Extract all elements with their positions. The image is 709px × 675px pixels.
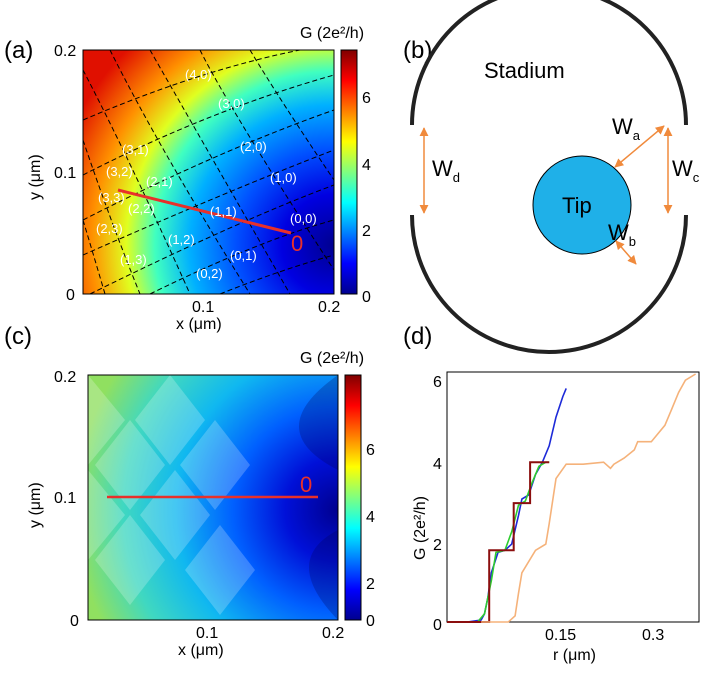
mode-label: (2,2)	[128, 201, 155, 216]
panel-c-label: (c)	[4, 323, 32, 350]
panel-a-xtick-1: 0.1	[192, 299, 214, 316]
panel-c-ytick-3: 0	[70, 613, 79, 630]
panel-a-ytick-2: 0.1	[54, 165, 76, 182]
panel-a-cbar-title: G (2e²/h)	[300, 25, 364, 42]
mode-label: (3,0)	[218, 96, 245, 111]
mode-label: (1,0)	[270, 170, 297, 185]
mode-label: (0,2)	[196, 266, 223, 281]
panel-c-xtick-1: 0.1	[196, 625, 218, 642]
panel-a-ylabel: y (μm)	[27, 154, 44, 200]
panel-d-xtick-1: 0.15	[545, 627, 576, 644]
panel-c: (c) 0 0.2 0.1 0 0.1 0.2 x (μm) y (μm) G …	[4, 323, 375, 659]
mode-label: (3,3)	[98, 190, 125, 205]
panel-c-ytick-1: 0.2	[54, 369, 76, 386]
panel-a-frame	[82, 49, 335, 295]
panel-c-xtick-2: 0.2	[322, 625, 344, 642]
panel-d-ytick-4: 4	[433, 456, 442, 473]
curve-green	[447, 461, 550, 623]
panel-b: (b) Stadium Tip Wd Wc Wa Wb	[403, 0, 700, 354]
panel-c-diamond-pattern	[88, 375, 255, 615]
panel-a-mode-labels: (4,0) (3,0) (2,0) (1,0) (0,0) (3,1) (3,2) (2,1)…	[96, 67, 317, 281]
panel-d-xlabel: r (μm)	[553, 647, 596, 664]
panel-a-ytick-3: 0	[66, 287, 75, 304]
panel-a-xtick-2: 0.2	[318, 299, 340, 316]
panel-a-cbar-tick-0: 0	[362, 289, 371, 306]
panel-a-label: (a)	[4, 37, 33, 64]
panel-c-cbar-tick-6: 6	[366, 442, 375, 459]
tip-circle	[532, 155, 632, 255]
panel-c-ytick-2: 0.1	[54, 490, 76, 507]
mode-label: (2,3)	[96, 221, 123, 236]
wc-label: Wc	[672, 156, 700, 185]
tip-label: Tip	[562, 193, 592, 218]
curve-darkred	[447, 461, 550, 623]
panel-c-cbar-tick-4: 4	[366, 509, 375, 526]
panel-a-mode-grid	[83, 50, 334, 294]
panel-d-ylabel: G (2e²/h)	[412, 496, 429, 560]
panel-d-ytick-2: 2	[433, 537, 442, 554]
panel-c-cbar-tick-0: 0	[366, 613, 375, 630]
mode-label: (0,0)	[290, 211, 317, 226]
wb-arrow	[615, 240, 637, 265]
mode-label: (3,2)	[106, 164, 133, 179]
wb-label: Wb	[608, 220, 636, 249]
wa-label: Wa	[612, 114, 641, 143]
panel-a-zero-label: 0	[291, 231, 303, 256]
mode-label: (1,3)	[120, 252, 147, 267]
mode-label: (2,0)	[240, 139, 267, 154]
mode-label: (1,1)	[210, 204, 237, 219]
mode-label: (1,2)	[168, 232, 195, 247]
wd-label: Wd	[432, 156, 460, 185]
curve-blue	[447, 388, 567, 623]
panel-c-ylabel: y (μm)	[27, 482, 44, 528]
panel-a-colorbar	[340, 49, 358, 295]
panel-d-xtick-2: 0.3	[642, 627, 664, 644]
panel-c-frame	[87, 374, 339, 621]
wa-arrow	[614, 125, 665, 168]
mode-label: (2,1)	[146, 174, 173, 189]
panel-d-curves	[447, 373, 697, 623]
panel-d-label: (d)	[403, 323, 432, 350]
panel-a-cbar-tick-2: 2	[362, 223, 371, 240]
panel-c-zero-label: 0	[300, 472, 312, 497]
panel-c-xlabel: x (μm)	[178, 642, 224, 659]
stadium-label: Stadium	[484, 58, 565, 83]
panel-a-cbar-tick-4: 4	[362, 157, 371, 174]
panel-d-ytick-0: 0	[433, 617, 442, 634]
panel-a-trajectory	[117, 188, 292, 235]
panel-d-ytick-6: 6	[433, 374, 442, 391]
panel-c-cbar-title: G (2e²/h)	[300, 350, 364, 367]
panel-d: (d) 6 4 2 0 0.15 0.3 r (μm) G (2e²/h)	[403, 323, 700, 664]
panel-a: (a) 0 (4,0)(3,0)(2,0)(1,0)(0,0)(	[4, 25, 371, 333]
curve-orange	[481, 373, 697, 623]
panel-a-cbar-tick-6: 6	[362, 90, 371, 107]
mode-label: (4,0)	[185, 67, 212, 82]
panel-a-ytick-1: 0.2	[54, 43, 76, 60]
panel-a-heatmap	[83, 50, 334, 294]
panel-c-dark-bands	[299, 375, 338, 620]
panel-d-frame	[446, 371, 700, 623]
mode-label: (3,1)	[122, 142, 149, 157]
stadium-bottom-wall	[410, 214, 688, 354]
stadium-top-wall	[410, 0, 688, 126]
panel-c-cbar-tick-2: 2	[366, 576, 375, 593]
panel-a-xlabel: x (μm)	[176, 316, 222, 333]
panel-c-colorbar	[344, 374, 362, 621]
mode-label: (0,1)	[230, 248, 257, 263]
